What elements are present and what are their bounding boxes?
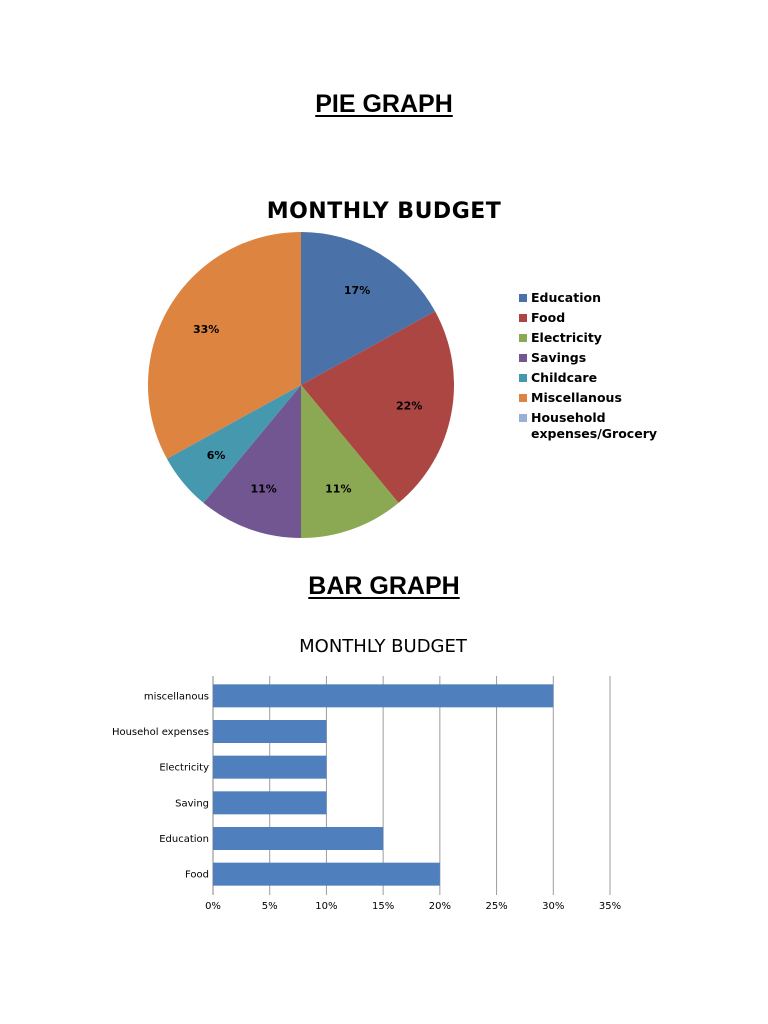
legend-swatch-icon [519,294,527,302]
legend-label: Education [531,290,601,305]
legend-label: Childcare [531,370,598,385]
x-tick-label: 15% [372,901,394,912]
y-category-label: miscellanous [144,691,209,702]
y-category-label: Electricity [159,763,209,774]
legend-label: Food [531,310,566,325]
pie-data-label: 33% [193,323,219,336]
legend-label: Savings [531,350,587,365]
legend-swatch-icon [519,314,527,322]
legend-item-savings: Savings [519,350,657,370]
legend-label: Household expenses/Grocery [531,410,658,441]
x-tick-label: 30% [542,901,564,912]
pie-slice-savings [203,385,301,538]
pie-data-label: 6% [207,449,226,462]
bar-graph-heading: BAR GRAPH [0,572,768,601]
pie-slice-childcare [166,385,301,503]
legend-swatch-icon [519,394,527,402]
legend-item-food: Food [519,310,657,330]
bar-miscellanous [213,684,554,708]
legend-swatch-icon [519,374,527,382]
y-category-label: Education [159,834,209,845]
bar-education [213,827,384,850]
legend-swatch-icon [519,414,527,422]
pie-data-label: 11% [325,483,351,496]
pie-slice-education [301,232,436,385]
legend-item-childcare: Childcare [519,370,657,390]
y-category-label: Househol expenses [112,727,209,738]
legend-item-education: Education [519,290,657,310]
pie-chart: 17% 22% 11% 11% 6% 33% [147,232,454,538]
y-category-label: Saving [175,798,209,809]
x-tick-label: 10% [315,901,337,912]
pie-graph-heading-text: PIE GRAPH [315,90,453,118]
legend-item-household-expenses-grocery: Household expenses/Grocery [519,410,657,441]
legend-label: Electricity [531,330,602,345]
pie-graph-heading: PIE GRAPH [0,90,768,119]
bar-saving [213,791,327,815]
legend-swatch-icon [519,334,527,342]
pie-data-label: 22% [396,400,422,413]
bar-househol-expenses [213,720,327,743]
pie-slice-miscellanous [147,232,301,459]
pie-chart-title: MONTHLY BUDGET [266,199,502,224]
pie-legend: Education Food Electricity Savings Childcare… [519,290,657,441]
bar-electricity [213,755,327,779]
pie-slice-food [301,311,454,503]
legend-item-electricity: Electricity [519,330,657,350]
x-tick-label: 25% [485,901,507,912]
x-tick-label: 20% [429,901,451,912]
legend-label: Miscellanous [531,390,622,405]
x-tick-label: 0% [205,901,221,912]
pie-data-label: 11% [251,483,277,496]
bar-chart-title: MONTHLY BUDGET [299,636,467,657]
x-tick-label: 35% [599,901,621,912]
legend-item-miscellanous: Miscellanous [519,390,657,410]
pie-data-label: 17% [344,284,370,297]
bar-food [213,862,440,886]
pie-slice-electricity [301,385,399,538]
bar-graph-heading-text: BAR GRAPH [308,572,460,600]
x-tick-label: 5% [262,901,278,912]
y-category-label: Food [185,870,209,881]
legend-swatch-icon [519,354,527,362]
